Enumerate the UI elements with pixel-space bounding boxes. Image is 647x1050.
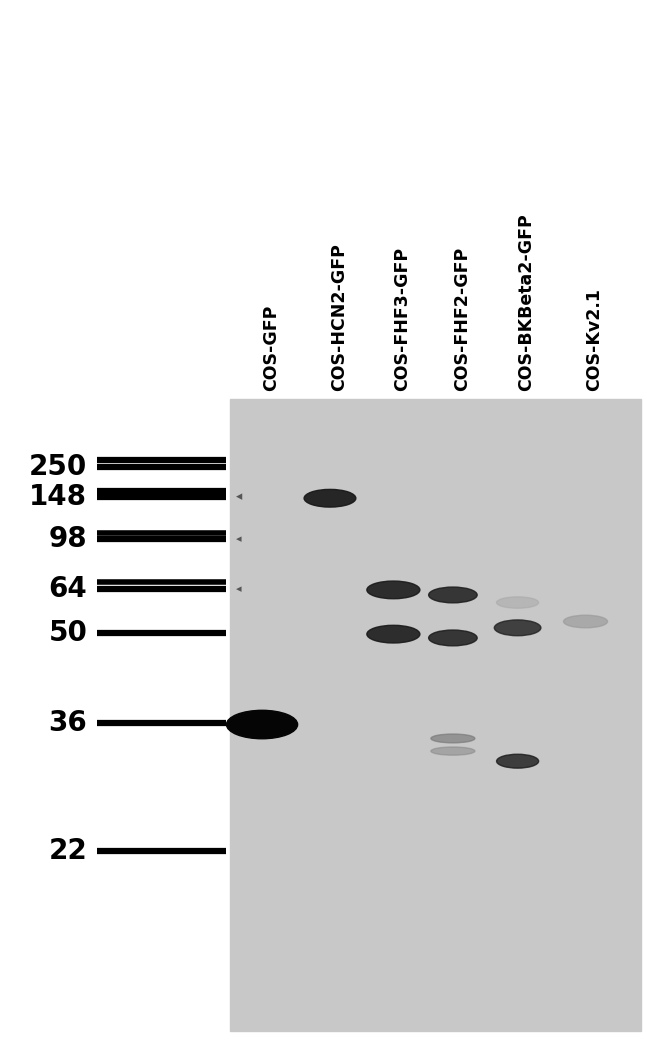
Text: ◂: ◂ bbox=[236, 490, 243, 504]
Text: 250: 250 bbox=[29, 453, 87, 481]
Text: COS-BKBeta2-GFP: COS-BKBeta2-GFP bbox=[518, 213, 536, 391]
Ellipse shape bbox=[497, 596, 538, 608]
Ellipse shape bbox=[428, 587, 477, 603]
Text: 50: 50 bbox=[49, 618, 87, 647]
Ellipse shape bbox=[494, 620, 541, 635]
Text: 64: 64 bbox=[49, 574, 87, 603]
Ellipse shape bbox=[431, 734, 475, 742]
Text: COS-GFP: COS-GFP bbox=[262, 304, 280, 391]
Ellipse shape bbox=[367, 626, 420, 643]
Ellipse shape bbox=[367, 581, 420, 598]
Ellipse shape bbox=[428, 630, 477, 646]
Text: ◂: ◂ bbox=[236, 534, 242, 544]
Ellipse shape bbox=[431, 747, 475, 755]
Text: COS-FHF3-GFP: COS-FHF3-GFP bbox=[393, 247, 411, 391]
Text: COS-Kv2.1: COS-Kv2.1 bbox=[586, 288, 604, 391]
Bar bbox=[230, 399, 641, 1031]
Text: 36: 36 bbox=[49, 709, 87, 737]
Text: 22: 22 bbox=[49, 837, 87, 865]
Text: 148: 148 bbox=[29, 483, 87, 511]
Ellipse shape bbox=[226, 710, 298, 739]
Ellipse shape bbox=[497, 754, 538, 769]
Ellipse shape bbox=[304, 489, 356, 507]
Text: COS-FHF2-GFP: COS-FHF2-GFP bbox=[453, 247, 471, 391]
Text: ◂: ◂ bbox=[236, 584, 242, 593]
Ellipse shape bbox=[564, 615, 608, 628]
Text: 98: 98 bbox=[49, 525, 87, 553]
Text: COS-HCN2-GFP: COS-HCN2-GFP bbox=[330, 243, 348, 391]
